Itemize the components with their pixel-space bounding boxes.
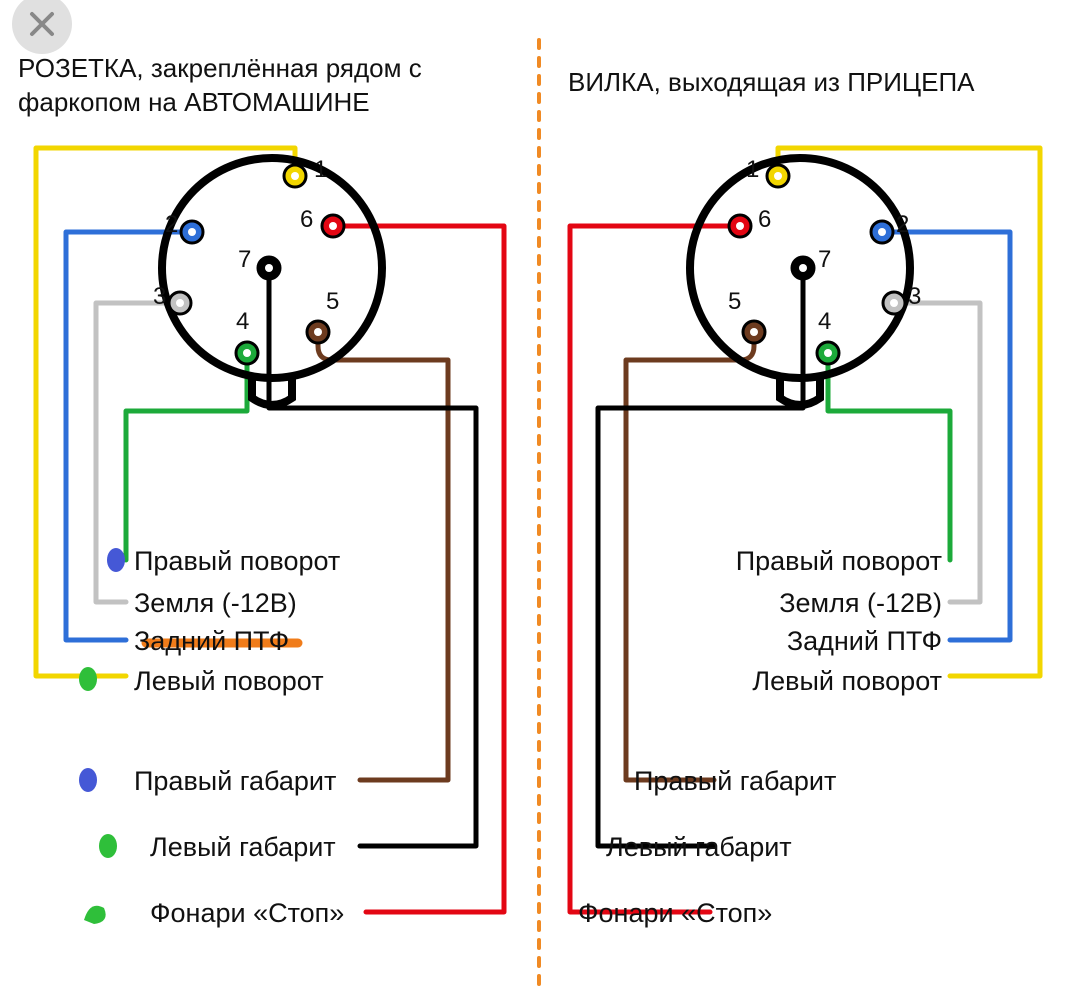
pin-number-left-5: 5 [326, 288, 339, 316]
pin-number-left-3: 3 [153, 283, 166, 311]
title-right: ВИЛКА, выходящая из ПРИЦЕПА [568, 66, 1048, 100]
label-right-6: Фонари «Стоп» [578, 898, 772, 929]
label-left-5: Левый габарит [150, 832, 336, 863]
pin-number-left-2: 2 [165, 211, 178, 239]
title-left: РОЗЕТКА, закреплённая рядом с фаркопом н… [18, 52, 518, 120]
pin-number-left-6: 6 [300, 206, 313, 234]
label-left-1: Земля (-12В) [134, 588, 297, 619]
label-left-6: Фонари «Стоп» [150, 898, 344, 929]
label-right-0: Правый поворот [736, 546, 942, 577]
pin-number-right-6: 6 [758, 206, 771, 234]
pin-number-right-4: 4 [818, 308, 831, 336]
label-right-3: Левый поворот [752, 666, 942, 697]
label-left-4: Правый габарит [134, 766, 336, 797]
label-left-0: Правый поворот [134, 546, 340, 577]
pin-number-right-5: 5 [728, 288, 741, 316]
pin-number-left-1: 1 [314, 156, 327, 184]
label-left-3: Левый поворот [134, 666, 324, 697]
label-right-5: Левый габарит [606, 832, 792, 863]
label-right-2: Задний ПТФ [787, 626, 942, 657]
label-left-2: Задний ПТФ [134, 626, 289, 657]
pin-number-left-4: 4 [236, 308, 249, 336]
pin-number-right-1: 1 [746, 156, 759, 184]
pin-number-left-7: 7 [238, 246, 251, 274]
pin-number-right-7: 7 [818, 246, 831, 274]
label-right-1: Земля (-12В) [779, 588, 942, 619]
pin-number-right-2: 2 [896, 211, 909, 239]
label-right-4: Правый габарит [634, 766, 836, 797]
pin-number-right-3: 3 [908, 283, 921, 311]
